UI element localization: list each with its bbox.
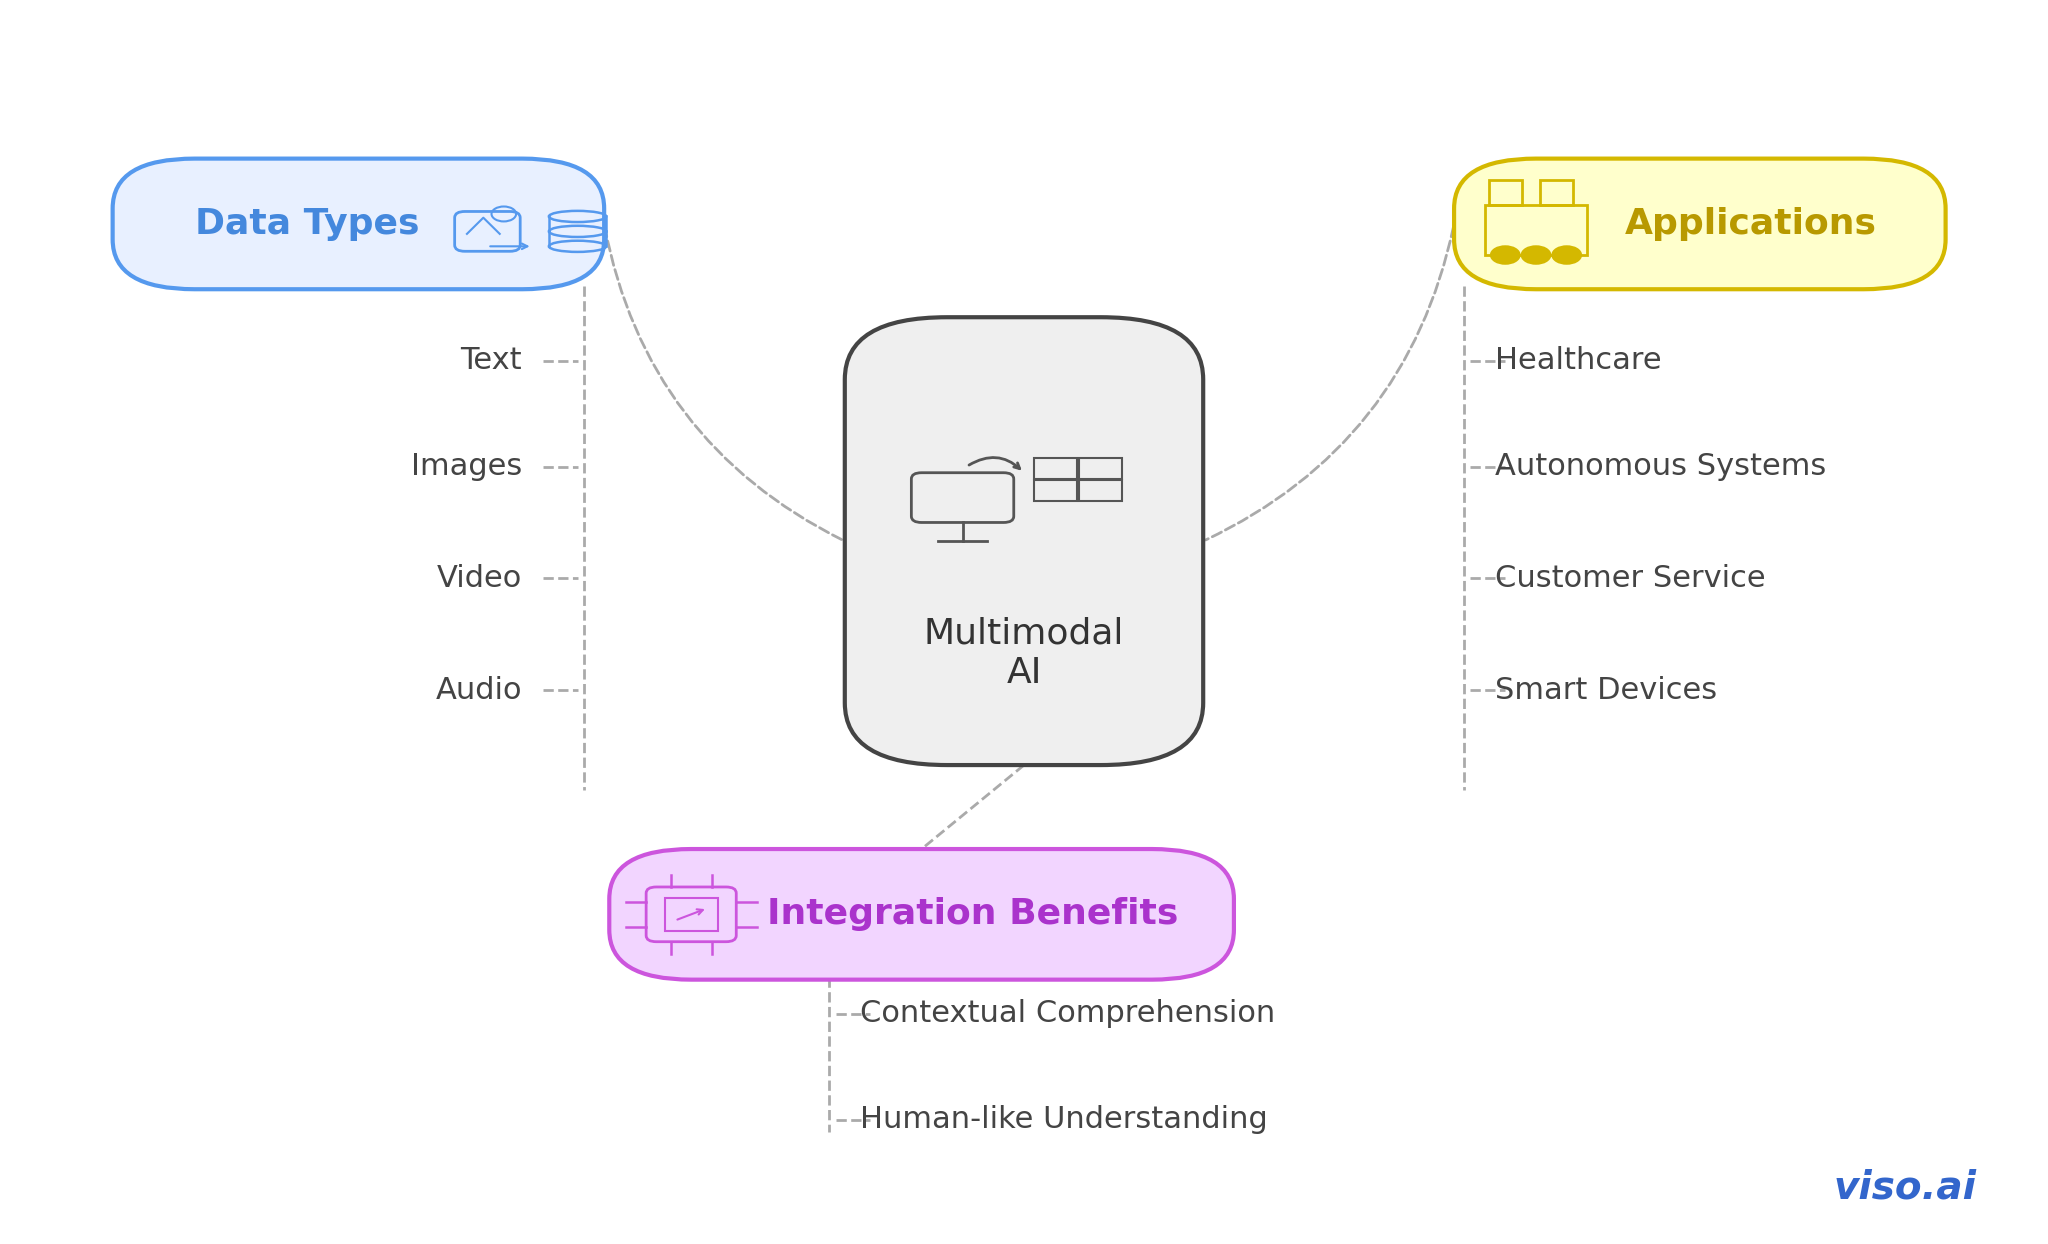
Text: Contextual Comprehension: Contextual Comprehension	[860, 999, 1276, 1029]
Text: Autonomous Systems: Autonomous Systems	[1495, 452, 1827, 481]
Text: Integration Benefits: Integration Benefits	[768, 897, 1178, 932]
Text: Text: Text	[461, 346, 522, 376]
Circle shape	[1491, 246, 1520, 264]
Text: Smart Devices: Smart Devices	[1495, 675, 1716, 705]
Text: Customer Service: Customer Service	[1495, 564, 1765, 593]
Text: viso.ai: viso.ai	[1833, 1168, 1976, 1207]
Text: Multimodal
AI: Multimodal AI	[924, 616, 1124, 690]
Text: Images: Images	[412, 452, 522, 481]
FancyBboxPatch shape	[113, 159, 604, 290]
Circle shape	[1552, 246, 1581, 264]
Text: Audio: Audio	[436, 675, 522, 705]
Text: Video: Video	[436, 564, 522, 593]
FancyBboxPatch shape	[610, 848, 1233, 980]
Text: Applications: Applications	[1624, 207, 1878, 241]
FancyBboxPatch shape	[844, 317, 1202, 765]
FancyBboxPatch shape	[1454, 159, 1946, 290]
Text: Healthcare: Healthcare	[1495, 346, 1661, 376]
Text: Human-like Understanding: Human-like Understanding	[860, 1105, 1268, 1135]
Text: Data Types: Data Types	[195, 207, 420, 241]
Circle shape	[1522, 246, 1550, 264]
